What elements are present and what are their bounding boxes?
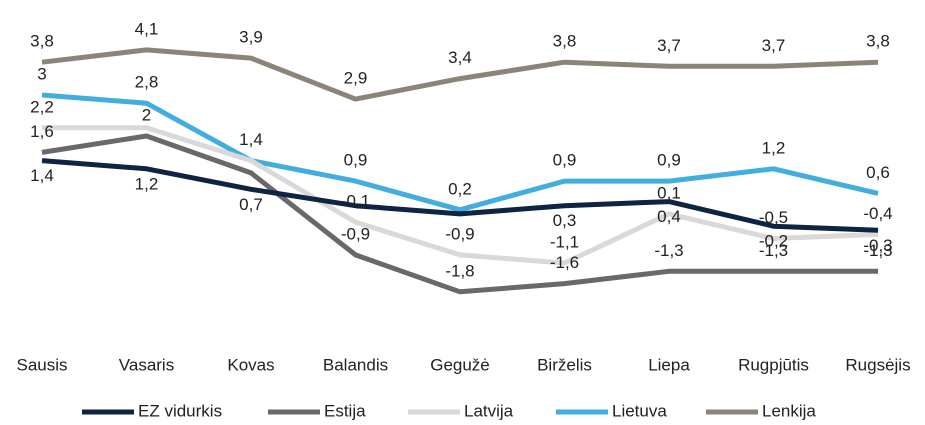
legend-label: Estija [324, 401, 366, 420]
data-label: -0,9 [445, 224, 474, 243]
legend-label: EZ vidurkis [138, 401, 222, 420]
data-label: 0,6 [866, 163, 890, 182]
series-line [41, 47, 879, 102]
data-label: 1,4 [239, 130, 263, 149]
data-label: 2,9 [344, 69, 368, 88]
series-line [42, 125, 879, 266]
data-label: 0,9 [344, 151, 368, 170]
data-label: 1,2 [135, 174, 159, 193]
data-label: 0,9 [553, 151, 577, 170]
legend-item: Lenkija [706, 401, 816, 420]
x-tick-label: Sausis [16, 355, 67, 374]
data-label: 3,9 [239, 28, 263, 47]
x-tick-label: Birželis [537, 355, 592, 374]
data-label: 3 [37, 64, 46, 83]
data-label: 3,8 [553, 32, 577, 51]
x-tick-label: Liepa [648, 355, 690, 374]
legend-label: Lietuva [612, 401, 667, 420]
data-label: -0,5 [759, 208, 788, 227]
data-label: 2,2 [30, 97, 54, 116]
x-tick-label: Rugpjūtis [738, 355, 809, 374]
data-label: -0,9 [341, 224, 370, 243]
data-label: 0,9 [657, 151, 681, 170]
data-label: 0,4 [657, 207, 681, 226]
data-label: 1,2 [762, 138, 786, 157]
data-label: 1,4 [30, 166, 54, 185]
data-label: 3,7 [657, 36, 681, 55]
data-label: 3,4 [448, 48, 472, 67]
series-line [41, 92, 879, 213]
legend-item: Lietuva [556, 401, 667, 420]
legend-item: Latvija [408, 401, 514, 420]
legend-item: EZ vidurkis [82, 401, 222, 420]
data-label: 0,2 [448, 179, 472, 198]
data-label: 0,3 [553, 211, 577, 230]
series-line [41, 133, 878, 295]
data-label: -0,2 [759, 232, 788, 251]
x-tick-label: Balandis [323, 355, 388, 374]
data-label: -0,3 [863, 236, 892, 255]
data-label: 2 [142, 105, 151, 124]
legend-label: Latvija [464, 401, 514, 420]
data-label: -1,1 [550, 233, 579, 252]
x-tick-label: Gegužė [430, 355, 490, 374]
data-label: 1,6 [30, 122, 54, 141]
data-label: 3,8 [30, 32, 54, 51]
data-label: -1,3 [759, 241, 788, 260]
series-line [41, 158, 879, 233]
data-label: 3,8 [866, 32, 890, 51]
data-label: -0,1 [341, 192, 370, 211]
data-label: -1,3 [863, 241, 892, 260]
legend-item: Estija [268, 401, 366, 420]
data-label: 0,1 [657, 183, 681, 202]
data-label: -0,4 [863, 204, 892, 223]
data-label: 0,7 [239, 195, 263, 214]
data-label: 4,1 [135, 19, 159, 38]
data-label: -1,6 [550, 253, 579, 272]
x-tick-label: Vasaris [119, 355, 174, 374]
data-label: -1,8 [445, 261, 474, 280]
x-tick-label: Rugsėjis [845, 355, 910, 374]
x-tick-label: Kovas [227, 355, 274, 374]
data-label: 3,7 [762, 36, 786, 55]
legend-label: Lenkija [762, 401, 816, 420]
data-label: -1,3 [654, 241, 683, 260]
data-label: 2,8 [135, 73, 159, 92]
